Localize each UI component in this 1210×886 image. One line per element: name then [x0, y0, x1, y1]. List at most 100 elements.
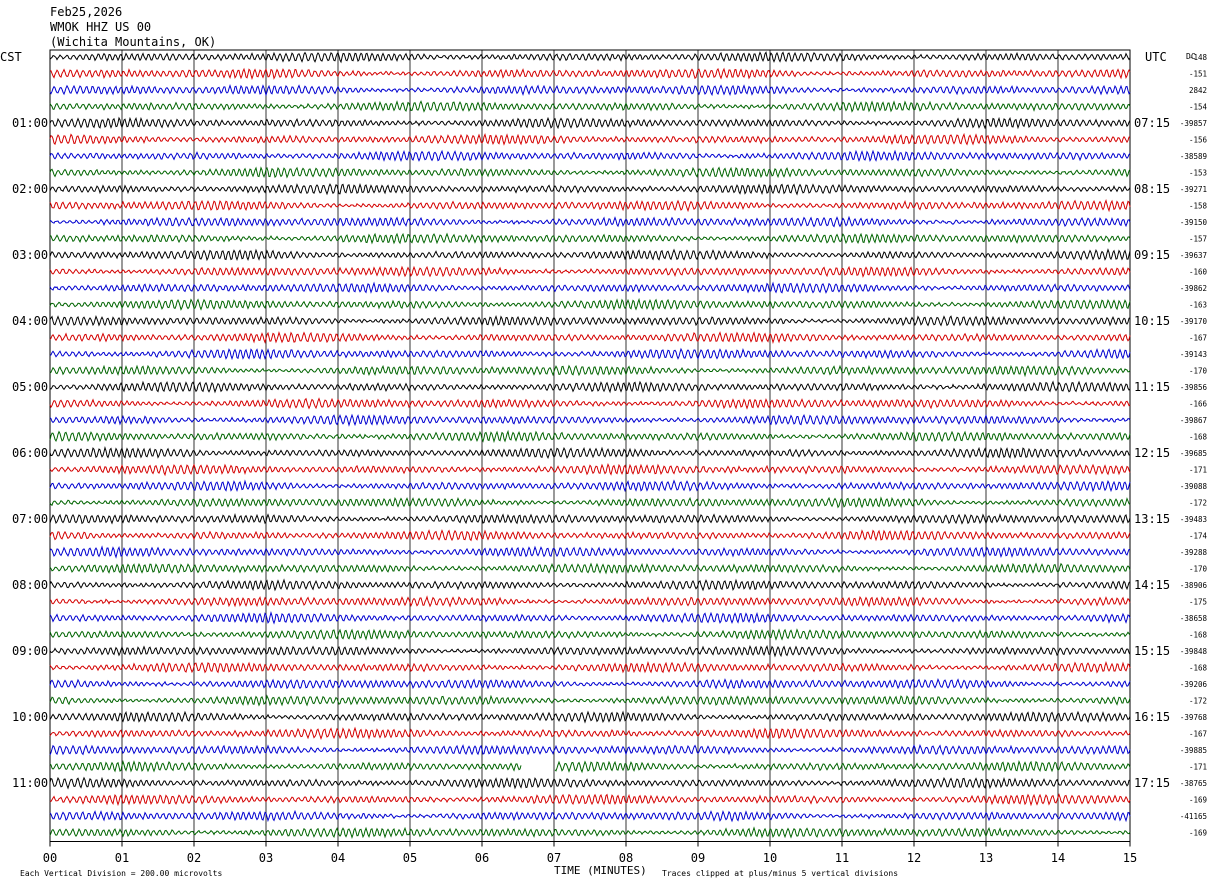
- trace-row-36: [49, 628, 1131, 641]
- left-hour-labels: 01:00 02:00 03:00 04:00 05:00 06:00 07:00 08:00…: [12, 116, 48, 790]
- trace-row-14: [49, 265, 1131, 278]
- right-hour-label: 08:15: [1134, 182, 1170, 196]
- dc-value-label: -160: [1189, 268, 1208, 277]
- trace-row-4: [49, 100, 1131, 113]
- dc-value-label: -154: [1189, 103, 1208, 112]
- x-tick-label: 14: [1051, 851, 1065, 865]
- trace-row-44: [49, 759, 1131, 774]
- trace-group: [49, 51, 1131, 840]
- dc-value-label: -169: [1189, 796, 1207, 805]
- dc-value-label: -168: [1189, 631, 1208, 640]
- x-axis-title: TIME (MINUTES): [554, 864, 647, 877]
- trace-row-26: [49, 462, 1131, 477]
- trace-row-33: [49, 578, 1131, 592]
- trace-row-46: [49, 793, 1131, 807]
- dc-value-label: -157: [1189, 235, 1207, 244]
- dc-value-label: -167: [1189, 334, 1207, 343]
- x-tick-label: 11: [835, 851, 849, 865]
- dc-value-label: -168: [1189, 433, 1208, 442]
- dc-value-label: -163: [1189, 301, 1207, 310]
- x-tick-label: 01: [115, 851, 129, 865]
- dc-value-label: -41165: [1180, 812, 1207, 821]
- header-date: Feb25,2026: [50, 5, 122, 19]
- trace-row-9: [49, 183, 1131, 196]
- left-hour-label: 06:00: [12, 446, 48, 460]
- dc-value-label: -39885: [1180, 746, 1207, 755]
- dc-value-label: -39206: [1180, 680, 1208, 689]
- trace-row-40: [49, 694, 1131, 707]
- trace-row-23: [49, 413, 1131, 427]
- dc-value-label: -39685: [1180, 449, 1207, 458]
- trace-row-8: [49, 166, 1131, 179]
- dc-value-label: -39271: [1180, 185, 1207, 194]
- x-tick-label: 04: [331, 851, 345, 865]
- plot-frame: [49, 49, 1131, 842]
- trace-row-21: [49, 380, 1131, 394]
- dc-value-label: -156: [1189, 136, 1208, 145]
- x-tick-label: 00: [43, 851, 57, 865]
- dc-header-label: DC: [1186, 52, 1196, 61]
- dc-value-label: -39857: [1180, 119, 1207, 128]
- trace-row-39: [49, 677, 1131, 690]
- x-tick-label: 06: [475, 851, 489, 865]
- dc-value-label: 2842: [1189, 86, 1207, 95]
- trace-row-22: [49, 397, 1131, 410]
- right-hour-label: 10:15: [1134, 314, 1170, 328]
- right-hour-label: 16:15: [1134, 710, 1170, 724]
- dc-value-labels: -148 -151 2842 -154 -39857 -156 -38589 -153 -392…: [1180, 53, 1208, 838]
- trace-row-10: [49, 199, 1131, 213]
- trace-row-15: [49, 281, 1131, 294]
- dc-value-label: -39143: [1180, 350, 1207, 359]
- trace-row-19: [49, 347, 1131, 361]
- dc-value-label: -39288: [1180, 548, 1208, 557]
- trace-row-41: [49, 710, 1131, 724]
- trace-row-24: [49, 429, 1131, 444]
- trace-row-7: [49, 149, 1131, 163]
- dc-value-label: -39637: [1180, 251, 1207, 260]
- trace-row-32: [49, 562, 1131, 575]
- right-hour-label: 12:15: [1134, 446, 1170, 460]
- scale-note: Each Vertical Division = 200.00 microvol…: [20, 869, 222, 878]
- trace-row-20: [49, 364, 1131, 378]
- dc-value-label: -172: [1189, 499, 1207, 508]
- dc-value-label: -169: [1189, 829, 1207, 838]
- left-hour-label: 05:00: [12, 380, 48, 394]
- trace-row-34: [49, 595, 1131, 608]
- trace-row-47: [49, 809, 1131, 823]
- dc-value-label: -38589: [1180, 152, 1207, 161]
- dc-value-label: -39848: [1180, 647, 1208, 656]
- dc-value-label: -170: [1189, 367, 1208, 376]
- left-timezone-label: CST: [0, 50, 22, 64]
- trace-row-18: [49, 331, 1131, 345]
- dc-value-label: -39150: [1180, 218, 1208, 227]
- trace-row-45: [49, 776, 1131, 790]
- dc-value-label: -175: [1189, 598, 1207, 607]
- trace-row-13: [49, 248, 1131, 262]
- trace-row-2: [49, 67, 1131, 80]
- x-tick-label: 13: [979, 851, 993, 865]
- left-hour-label: 04:00: [12, 314, 48, 328]
- dc-value-label: -171: [1189, 763, 1207, 772]
- dc-value-label: -38906: [1180, 581, 1208, 590]
- trace-row-38: [49, 661, 1131, 674]
- dc-value-label: -39170: [1180, 317, 1208, 326]
- trace-row-37: [49, 645, 1131, 658]
- left-hour-label: 01:00: [12, 116, 48, 130]
- trace-row-11: [49, 215, 1131, 228]
- trace-row-31: [49, 545, 1131, 559]
- trace-row-1: [49, 51, 1131, 64]
- dc-value-label: -174: [1189, 532, 1208, 541]
- dc-value-label: -158: [1189, 202, 1208, 211]
- dc-value-label: -39768: [1180, 713, 1208, 722]
- trace-row-43: [49, 743, 1131, 756]
- x-tick-label: 03: [259, 851, 273, 865]
- dc-value-label: -168: [1189, 664, 1208, 673]
- right-hour-label: 14:15: [1134, 578, 1170, 592]
- left-hour-label: 03:00: [12, 248, 48, 262]
- right-timezone-label: UTC: [1145, 50, 1167, 64]
- left-hour-label: 08:00: [12, 578, 48, 592]
- dc-value-label: -148: [1189, 53, 1208, 62]
- trace-row-16: [49, 297, 1131, 311]
- dc-value-label: -172: [1189, 697, 1207, 706]
- right-hour-label: 09:15: [1134, 248, 1170, 262]
